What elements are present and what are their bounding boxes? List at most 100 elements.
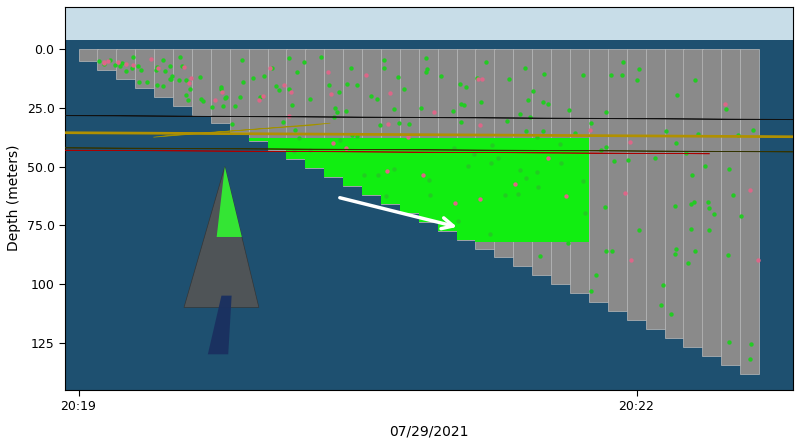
Point: [330, 109, 343, 116]
Point: [402, 134, 415, 141]
Point: [226, 121, 238, 128]
Bar: [324, 138, 343, 177]
Point: [216, 102, 229, 109]
Point: [454, 101, 467, 108]
Point: [523, 114, 536, 121]
Point: [669, 251, 682, 258]
Point: [325, 90, 338, 97]
Ellipse shape: [0, 111, 800, 122]
Point: [485, 141, 498, 148]
Point: [632, 65, 645, 72]
Point: [174, 53, 186, 61]
Bar: [116, 49, 135, 79]
Bar: [249, 138, 268, 142]
Bar: [418, 49, 438, 222]
Point: [744, 356, 757, 363]
Point: [421, 65, 434, 73]
Point: [417, 171, 430, 178]
Point: [484, 159, 497, 166]
Point: [685, 201, 698, 208]
Point: [374, 122, 386, 129]
Point: [731, 131, 744, 138]
Bar: [135, 49, 154, 88]
Bar: [570, 138, 589, 242]
Point: [388, 105, 401, 112]
Point: [277, 118, 290, 125]
Point: [164, 75, 177, 82]
Point: [458, 101, 470, 108]
Point: [624, 138, 637, 146]
Point: [257, 93, 270, 100]
Point: [392, 74, 405, 81]
Point: [569, 129, 582, 137]
Point: [532, 184, 545, 191]
Point: [554, 141, 566, 148]
Point: [149, 66, 162, 73]
Point: [98, 58, 110, 65]
Point: [285, 89, 298, 96]
Point: [607, 158, 620, 165]
Point: [687, 198, 700, 205]
Bar: [514, 138, 532, 242]
Point: [104, 57, 117, 64]
Point: [698, 162, 711, 169]
Point: [446, 107, 459, 114]
Point: [283, 113, 296, 120]
Point: [648, 154, 661, 161]
Point: [415, 104, 428, 111]
Bar: [400, 138, 419, 213]
Point: [278, 81, 290, 89]
Point: [272, 87, 285, 94]
Point: [109, 61, 122, 69]
Point: [434, 73, 447, 80]
Point: [578, 210, 591, 217]
Point: [665, 311, 678, 318]
Point: [606, 248, 618, 255]
Point: [519, 174, 532, 181]
Point: [126, 53, 139, 61]
Point: [670, 245, 682, 252]
Point: [380, 192, 393, 199]
Bar: [381, 49, 400, 204]
Point: [220, 94, 233, 101]
Point: [536, 98, 549, 105]
Point: [195, 96, 208, 103]
Point: [689, 247, 702, 255]
Point: [598, 203, 611, 210]
X-axis label: 07/29/2021: 07/29/2021: [390, 424, 469, 438]
Point: [98, 60, 110, 67]
Point: [398, 85, 410, 93]
Point: [719, 100, 732, 107]
Point: [682, 259, 694, 266]
Point: [584, 120, 597, 127]
Point: [537, 128, 550, 135]
Bar: [306, 138, 325, 168]
Point: [514, 166, 526, 174]
Point: [120, 60, 133, 67]
Point: [133, 79, 146, 86]
Point: [384, 89, 397, 97]
Point: [206, 104, 218, 111]
Point: [527, 87, 540, 94]
Point: [286, 101, 298, 109]
Point: [150, 64, 163, 71]
Point: [253, 97, 266, 104]
Point: [562, 107, 575, 114]
Bar: [494, 138, 514, 242]
Bar: [381, 138, 400, 204]
Bar: [343, 138, 362, 186]
Point: [605, 72, 618, 79]
Point: [341, 80, 354, 87]
Point: [236, 78, 249, 85]
Bar: [306, 49, 325, 168]
Bar: [626, 49, 646, 320]
Point: [358, 171, 370, 178]
Bar: [532, 49, 551, 275]
Point: [502, 75, 515, 82]
Point: [474, 195, 487, 202]
Point: [484, 231, 497, 238]
Point: [157, 56, 170, 63]
Bar: [608, 49, 627, 311]
Point: [288, 126, 301, 134]
Point: [419, 68, 432, 75]
